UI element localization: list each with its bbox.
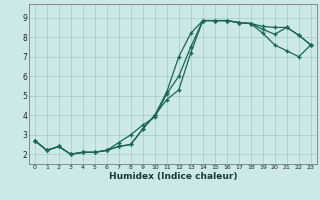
X-axis label: Humidex (Indice chaleur): Humidex (Indice chaleur) [108, 172, 237, 181]
